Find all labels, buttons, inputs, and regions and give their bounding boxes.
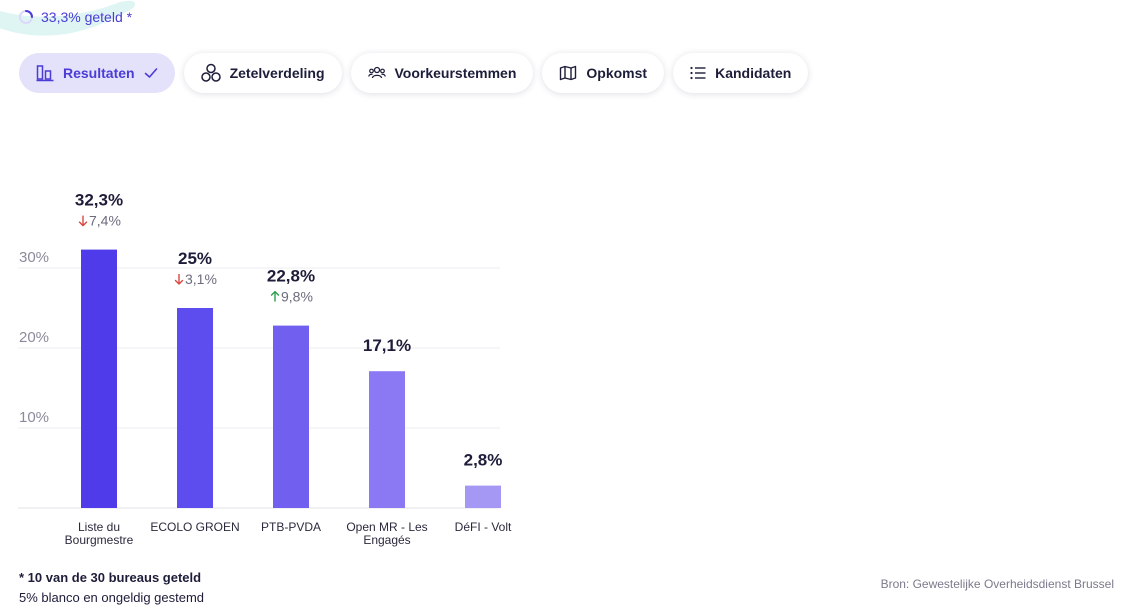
tab-kandidaten[interactable]: Kandidaten [673, 53, 809, 93]
category-label: Engagés [363, 533, 410, 547]
value-label: 25% [178, 249, 212, 268]
arrow-head [174, 279, 184, 285]
bar [465, 485, 501, 508]
category-label: PTB-PVDA [261, 520, 321, 534]
change-label: 3,1% [185, 271, 217, 287]
category-label: Open MR - Les [346, 520, 427, 534]
value-label: 17,1% [363, 336, 411, 355]
bar [177, 308, 213, 508]
arrow-head [78, 221, 88, 227]
tab-voorkeurstemmen[interactable]: Voorkeurstemmen [350, 53, 534, 93]
bar [369, 371, 405, 508]
tab-opkomst[interactable]: Opkomst [542, 53, 665, 93]
category-label: Bourgmestre [65, 533, 134, 547]
category-label: DéFI - Volt [455, 520, 512, 534]
value-label: 32,3% [75, 191, 123, 210]
tab-label: Resultaten [63, 65, 135, 81]
tab-label: Kandidaten [715, 65, 792, 81]
count-progress: 33,3% geteld * [18, 9, 132, 25]
bar [81, 249, 117, 508]
map-icon [560, 65, 577, 81]
tab-label: Voorkeurstemmen [394, 65, 517, 81]
value-label: 2,8% [464, 451, 503, 470]
people-icon [367, 66, 386, 79]
tab-resultaten[interactable]: Resultaten [19, 53, 175, 93]
footnote: * 10 van de 30 bureaus geteld 5% blanco … [19, 568, 204, 608]
bar [273, 325, 309, 508]
source-note: Bron: Gewestelijke Overheidsdienst Bruss… [880, 577, 1114, 591]
blank-votes-note: 5% blanco en ongeldig gestemd [19, 590, 205, 605]
category-label: ECOLO GROEN [150, 520, 239, 534]
category-label: Liste du [78, 520, 120, 534]
arrow-head [270, 290, 280, 296]
y-tick-label: 20% [19, 329, 49, 346]
check-icon [144, 68, 157, 78]
tab-label: Opkomst [586, 65, 648, 81]
list-icon [690, 66, 706, 80]
bar-chart-icon [36, 65, 54, 82]
count-progress-text: 33,3% geteld * [41, 9, 133, 25]
change-label: 9,8% [281, 289, 313, 305]
result-tabs: Resultaten Zetelverdeling Voorkeurstemme… [19, 53, 809, 93]
y-tick-label: 30% [19, 249, 49, 266]
y-tick-label: 10% [19, 409, 49, 426]
tab-label: Zetelverdeling [229, 65, 325, 81]
loading-spinner-icon [19, 10, 33, 24]
tab-zetelverdeling[interactable]: Zetelverdeling [183, 53, 342, 93]
value-label: 22,8% [267, 267, 315, 286]
change-label: 7,4% [89, 213, 121, 229]
counted-note: * 10 van de 30 bureaus geteld [19, 570, 202, 585]
circles-icon [200, 63, 221, 82]
